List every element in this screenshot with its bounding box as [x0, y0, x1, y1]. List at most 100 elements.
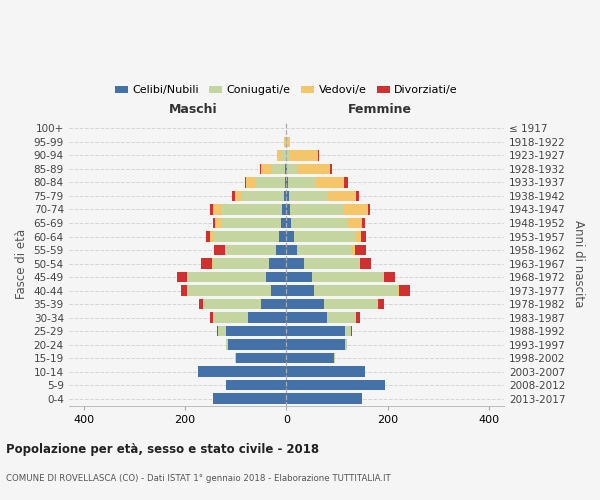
Bar [226, 244, 276, 256]
Bar [203, 299, 261, 310]
Bar [290, 150, 318, 160]
Bar [285, 177, 286, 188]
Bar [284, 190, 286, 202]
Bar [211, 204, 213, 215]
Bar [286, 204, 290, 215]
Bar [355, 244, 366, 256]
Bar [287, 136, 290, 147]
Bar [379, 299, 385, 310]
Bar [285, 164, 286, 174]
Bar [286, 190, 289, 202]
Bar [211, 231, 213, 242]
Bar [286, 326, 344, 336]
Bar [261, 299, 286, 310]
Bar [287, 164, 298, 174]
Bar [213, 394, 286, 404]
Bar [377, 299, 379, 310]
Bar [328, 190, 356, 202]
Bar [286, 177, 289, 188]
Bar [286, 299, 324, 310]
Bar [199, 299, 203, 310]
Bar [224, 244, 226, 256]
Bar [318, 150, 319, 160]
Text: Maschi: Maschi [169, 104, 217, 117]
Legend: Celibi/Nubili, Coniugati/e, Vedovi/e, Divorziati/e: Celibi/Nubili, Coniugati/e, Vedovi/e, Di… [110, 81, 463, 100]
Bar [276, 244, 286, 256]
Bar [198, 366, 286, 377]
Bar [347, 218, 362, 228]
Bar [286, 136, 287, 147]
Bar [226, 326, 286, 336]
Bar [214, 244, 224, 256]
Bar [286, 394, 362, 404]
Bar [289, 190, 328, 202]
Bar [226, 380, 286, 390]
Bar [286, 218, 292, 228]
Bar [294, 231, 355, 242]
Bar [286, 312, 327, 323]
Bar [228, 340, 286, 350]
Bar [298, 164, 330, 174]
Bar [211, 312, 213, 323]
Bar [327, 312, 356, 323]
Bar [215, 218, 221, 228]
Bar [261, 164, 271, 174]
Bar [362, 218, 365, 228]
Bar [334, 353, 335, 364]
Bar [286, 244, 298, 256]
Bar [298, 244, 352, 256]
Bar [181, 285, 187, 296]
Bar [187, 272, 188, 282]
Bar [242, 190, 284, 202]
Bar [248, 312, 286, 323]
Bar [218, 326, 226, 336]
Bar [314, 285, 398, 296]
Bar [330, 164, 332, 174]
Bar [324, 299, 377, 310]
Bar [279, 231, 286, 242]
Bar [232, 190, 235, 202]
Bar [281, 218, 286, 228]
Bar [292, 218, 347, 228]
Bar [256, 177, 285, 188]
Bar [286, 272, 311, 282]
Bar [269, 258, 286, 269]
Bar [284, 136, 285, 147]
Bar [361, 231, 366, 242]
Bar [188, 285, 271, 296]
Bar [286, 150, 290, 160]
Bar [355, 231, 361, 242]
Text: Popolazione per età, sesso e stato civile - 2018: Popolazione per età, sesso e stato civil… [6, 442, 319, 456]
Bar [368, 204, 370, 215]
Bar [226, 340, 228, 350]
Text: Femmine: Femmine [348, 104, 412, 117]
Bar [235, 353, 236, 364]
Bar [344, 340, 347, 350]
Bar [277, 150, 282, 160]
Bar [188, 272, 266, 282]
Bar [311, 272, 383, 282]
Bar [286, 164, 287, 174]
Bar [201, 258, 212, 269]
Bar [282, 204, 286, 215]
Bar [206, 231, 211, 242]
Bar [398, 285, 410, 296]
Bar [286, 258, 304, 269]
Bar [221, 204, 282, 215]
Bar [221, 218, 281, 228]
Bar [271, 164, 285, 174]
Bar [271, 285, 286, 296]
Bar [187, 285, 188, 296]
Bar [286, 285, 314, 296]
Y-axis label: Fasce di età: Fasce di età [15, 228, 28, 298]
Bar [385, 272, 395, 282]
Bar [352, 244, 355, 256]
Bar [213, 231, 279, 242]
Text: COMUNE DI ROVELLASCA (CO) - Dati ISTAT 1° gennaio 2018 - Elaborazione TUTTITALIA: COMUNE DI ROVELLASCA (CO) - Dati ISTAT 1… [6, 474, 391, 483]
Bar [286, 366, 365, 377]
Bar [266, 272, 286, 282]
Bar [236, 353, 286, 364]
Bar [217, 326, 218, 336]
Bar [213, 258, 269, 269]
Bar [350, 326, 352, 336]
